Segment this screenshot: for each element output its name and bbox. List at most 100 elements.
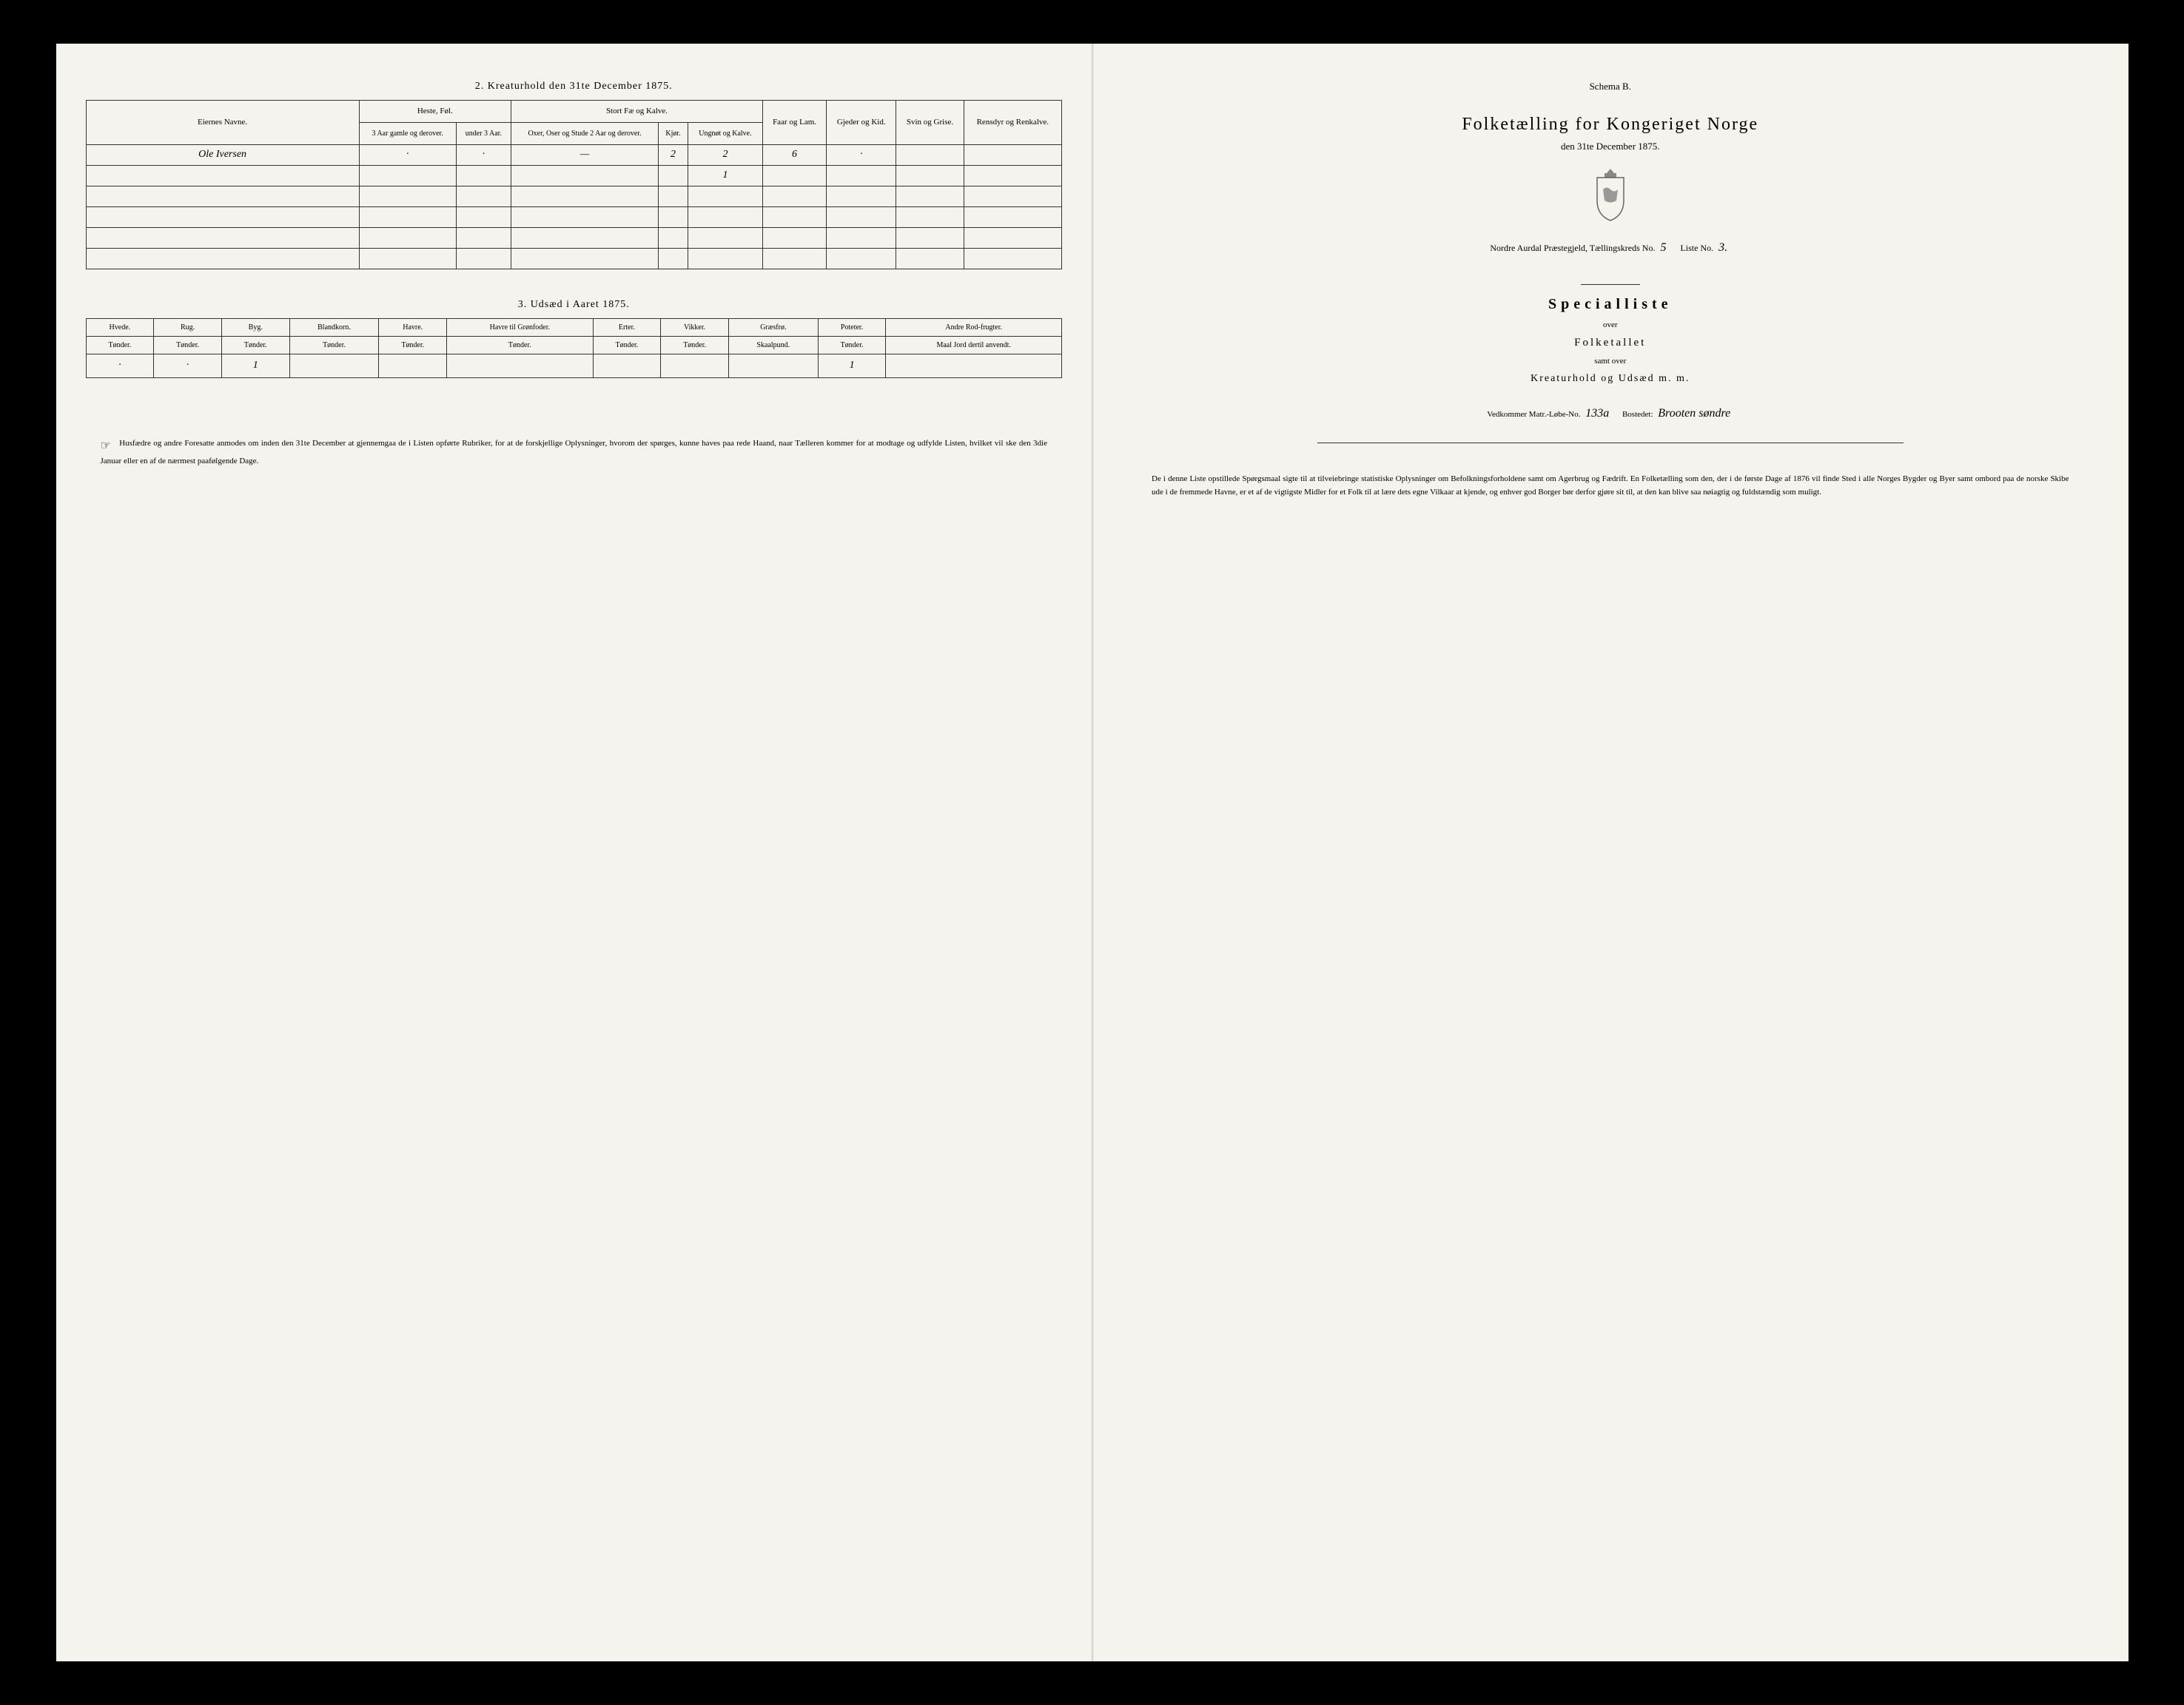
cell xyxy=(827,165,896,186)
table-row xyxy=(86,206,1062,227)
cell xyxy=(456,186,511,206)
folketallet: Folketallet xyxy=(1122,337,2099,349)
parish-prefix: Nordre Aurdal Præstegjeld, Tællingskreds… xyxy=(1490,243,1655,253)
th-rensdyr: Rensdyr og Renkalve. xyxy=(964,100,1061,144)
matr-number: 133a xyxy=(1582,407,1612,420)
cell: · xyxy=(154,354,222,377)
cell xyxy=(964,186,1061,206)
cell xyxy=(886,354,1062,377)
kreaturhold-line: Kreaturhold og Udsæd m. m. xyxy=(1122,373,2099,385)
cell xyxy=(762,227,826,248)
cell xyxy=(86,248,359,269)
cell: 1 xyxy=(818,354,886,377)
th-eiernes: Eiernes Navne. xyxy=(86,100,359,144)
subtitle: den 31te December 1875. xyxy=(1122,141,2099,152)
th-gjeder: Gjeder og Kid. xyxy=(827,100,896,144)
th-unit: Tønder. xyxy=(818,336,886,354)
th-unit: Skaalpund. xyxy=(728,336,818,354)
liste-number: 3. xyxy=(1716,241,1730,254)
footnote-text: Husfædre og andre Foresatte anmodes om i… xyxy=(101,439,1048,465)
cell xyxy=(896,227,964,248)
cell: · xyxy=(827,144,896,165)
th-heste1: 3 Aar gamle og derover. xyxy=(359,122,456,144)
th-unit: Tønder. xyxy=(289,336,379,354)
cell xyxy=(456,165,511,186)
th-unit: Tønder. xyxy=(154,336,222,354)
cell: 1 xyxy=(688,165,762,186)
cell: 2 xyxy=(659,144,688,165)
th-unit: Tønder. xyxy=(593,336,661,354)
vedkommer-line: Vedkommer Matr.-Løbe-No. 133a Bostedet: … xyxy=(1122,407,2099,420)
cell xyxy=(688,206,762,227)
cell xyxy=(86,186,359,206)
cell xyxy=(593,354,661,377)
cell xyxy=(896,206,964,227)
bosted-name: Brooten søndre xyxy=(1655,407,1733,420)
th-heste: Heste, Føl. xyxy=(359,100,511,122)
th-unit: Tønder. xyxy=(661,336,729,354)
cell xyxy=(659,165,688,186)
cell: 2 xyxy=(688,144,762,165)
cell xyxy=(688,186,762,206)
vedkom-label2: Bostedet: xyxy=(1622,410,1653,419)
cell xyxy=(359,165,456,186)
th-stort1: Oxer, Oser og Stude 2 Aar og derover. xyxy=(511,122,659,144)
right-page: Schema B. Folketælling for Kongeriget No… xyxy=(1092,44,2128,1661)
cell xyxy=(964,165,1061,186)
cell xyxy=(661,354,729,377)
cell xyxy=(359,206,456,227)
cell xyxy=(728,354,818,377)
th-erter: Erter. xyxy=(593,318,661,336)
th-svin: Svin og Grise. xyxy=(896,100,964,144)
cell xyxy=(86,227,359,248)
th-unit: Maal Jord dertil anvendt. xyxy=(886,336,1062,354)
left-page: 2. Kreaturhold den 31te December 1875. E… xyxy=(56,44,1093,1661)
main-title: Folketælling for Kongeriget Norge xyxy=(1122,115,2099,135)
divider xyxy=(1581,284,1640,285)
over-text: over xyxy=(1122,320,2099,329)
cell xyxy=(762,186,826,206)
th-byg: Byg. xyxy=(221,318,289,336)
bottom-paragraph: De i denne Liste opstillede Spørgsmaal s… xyxy=(1122,473,2099,499)
th-havretil: Havre til Grønfoder. xyxy=(447,318,593,336)
cell xyxy=(511,165,659,186)
th-faar: Faar og Lam. xyxy=(762,100,826,144)
cell xyxy=(659,248,688,269)
cell xyxy=(896,144,964,165)
left-footnote: ☞ Husfædre og andre Foresatte anmodes om… xyxy=(86,437,1063,468)
cell xyxy=(456,206,511,227)
cell-name: Ole Iversen xyxy=(86,144,359,165)
th-vikker: Vikker. xyxy=(661,318,729,336)
cell xyxy=(86,206,359,227)
th-heste2: under 3 Aar. xyxy=(456,122,511,144)
th-hvede: Hvede. xyxy=(86,318,154,336)
table-row xyxy=(86,248,1062,269)
specialliste-title: Specialliste xyxy=(1122,296,2099,313)
table3-title: 3. Udsæd i Aaret 1875. xyxy=(86,299,1063,311)
cell xyxy=(456,248,511,269)
cell xyxy=(964,248,1061,269)
cell xyxy=(359,186,456,206)
cell xyxy=(379,354,447,377)
cell: — xyxy=(511,144,659,165)
cell xyxy=(447,354,593,377)
document-spread: 2. Kreaturhold den 31te December 1875. E… xyxy=(56,44,2128,1661)
cell: · xyxy=(359,144,456,165)
th-unit: Tønder. xyxy=(221,336,289,354)
schema-label: Schema B. xyxy=(1122,81,2099,93)
cell xyxy=(827,206,896,227)
cell xyxy=(762,165,826,186)
parish-line: Nordre Aurdal Præstegjeld, Tællingskreds… xyxy=(1122,241,2099,255)
cell xyxy=(964,206,1061,227)
cell xyxy=(896,165,964,186)
cell xyxy=(511,186,659,206)
cell xyxy=(827,227,896,248)
th-unit: Tønder. xyxy=(447,336,593,354)
pointing-hand-icon: ☞ xyxy=(101,437,111,455)
cell xyxy=(359,248,456,269)
table-row: Ole Iversen · · — 2 2 6 · xyxy=(86,144,1062,165)
th-stort2: Kjør. xyxy=(659,122,688,144)
cell: · xyxy=(456,144,511,165)
kreds-number: 5 xyxy=(1657,241,1669,254)
vedkom-label1: Vedkommer Matr.-Løbe-No. xyxy=(1487,410,1580,419)
